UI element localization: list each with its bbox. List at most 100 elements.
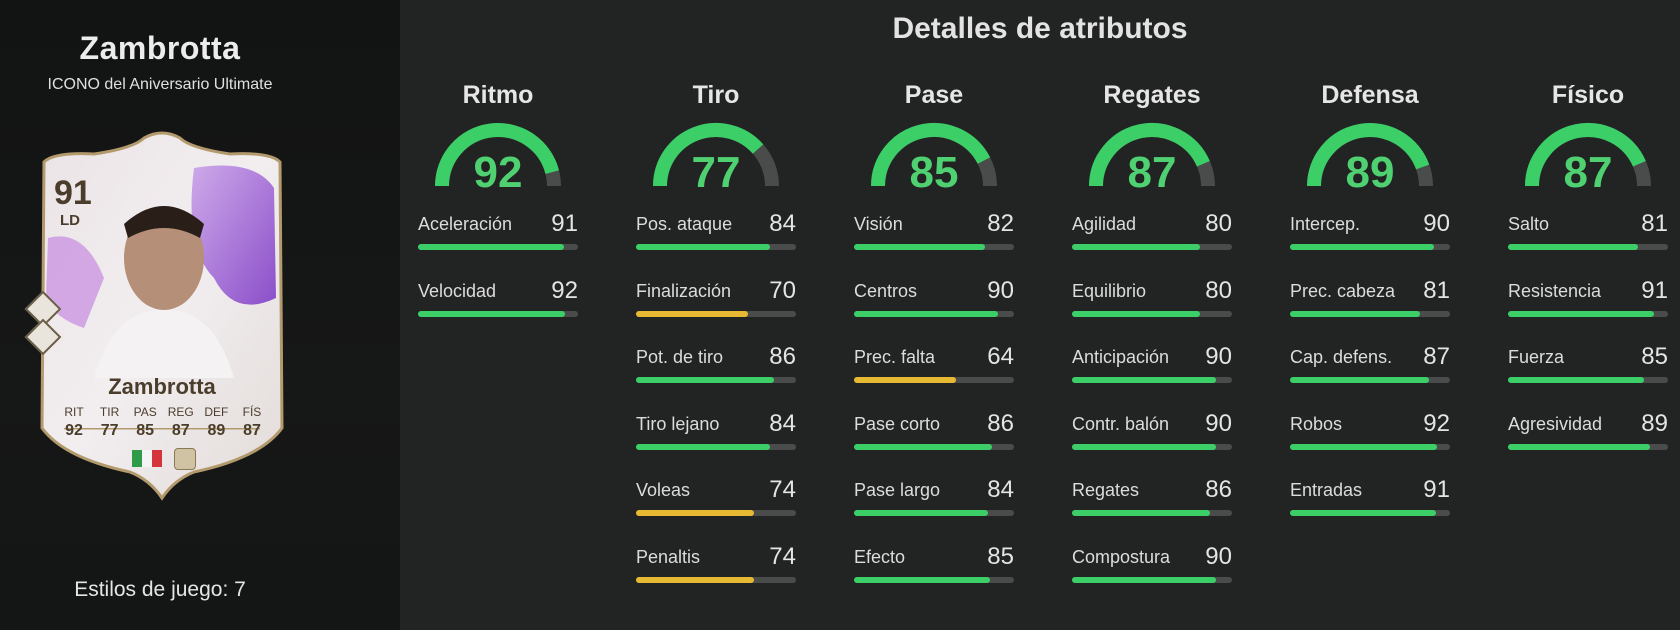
attribute-row[interactable]: Resistencia 91 [1508, 277, 1668, 344]
card-stat-label: PAS [133, 405, 157, 419]
category-gauge: 89 [1290, 118, 1450, 202]
card-stat-label: FÍS [242, 405, 262, 419]
attribute-value: 74 [769, 542, 796, 570]
attribute-row[interactable]: Prec. falta 64 [854, 343, 1014, 410]
attribute-name: Penaltis [636, 546, 701, 567]
attribute-row[interactable]: Contr. balón 90 [1072, 410, 1232, 477]
attribute-bar [1508, 310, 1668, 317]
attribute-name: Salto [1508, 214, 1550, 234]
attribute-bar [1508, 377, 1668, 383]
attribute-name: Prec. cabeza [1290, 280, 1396, 301]
attribute-row[interactable]: Aceleración 91 [418, 210, 578, 277]
attribute-row[interactable]: Intercep. 90 [1290, 210, 1450, 277]
attribute-name: Tiro lejano [636, 413, 720, 434]
attribute-value: 85 [987, 542, 1014, 570]
attribute-name: Agilidad [1072, 214, 1137, 234]
card-position: LD [60, 212, 80, 229]
attribute-row[interactable]: Pase corto 86 [854, 410, 1014, 477]
attribute-row[interactable]: Pos. ataque 84 [636, 210, 796, 277]
attribute-name: Visión [854, 214, 903, 234]
attribute-value: 81 [1641, 210, 1668, 237]
category-gauge: 85 [854, 118, 1014, 202]
attribute-row[interactable]: Agilidad 80 [1072, 210, 1232, 277]
attribute-row[interactable]: Agresividad 89 [1508, 410, 1668, 477]
attribute-bar [1290, 310, 1450, 317]
category-gauge: 77 [636, 118, 796, 202]
attribute-value: 90 [1205, 409, 1232, 437]
attribute-bar [1072, 510, 1232, 516]
attribute-bar-fill [1508, 377, 1644, 383]
attribute-row[interactable]: Tiro lejano 84 [636, 410, 796, 477]
attribute-row[interactable]: Compostura 90 [1072, 543, 1232, 610]
attribute-list: Visión 82 Centros 90 Prec. falta 64 Pase corto… [854, 210, 1014, 609]
attribute-bar-fill [1508, 310, 1654, 317]
attribute-bar-fill [418, 310, 566, 317]
attribute-row[interactable]: Velocidad 92 [418, 277, 578, 344]
attribute-bar [636, 244, 796, 250]
attribute-list: Agilidad 80 Equilibrio 80 Anticipación 90 Cont… [1072, 210, 1232, 609]
card-player-name: Zambrotta [108, 374, 216, 399]
attribute-row[interactable]: Penaltis 74 [636, 543, 796, 610]
attribute-value: 86 [1205, 476, 1232, 503]
attribute-bar [854, 310, 1014, 317]
attribute-row[interactable]: Salto 81 [1508, 210, 1668, 277]
attribute-bar [1290, 244, 1450, 250]
attribute-category: Defensa 89 Intercep. 90 Prec. cabeza 81 Cap. d… [1290, 78, 1450, 543]
attribute-bar-fill [636, 244, 771, 250]
attribute-bar-fill [854, 377, 957, 383]
attribute-bar-fill [1072, 576, 1216, 583]
attribute-row[interactable]: Centros 90 [854, 277, 1014, 344]
attribute-row[interactable]: Fuerza 85 [1508, 343, 1668, 410]
category-gauge: 87 [1072, 118, 1232, 202]
attribute-row[interactable]: Prec. cabeza 81 [1290, 277, 1450, 344]
attribute-value: 70 [769, 276, 796, 304]
attribute-row[interactable]: Regates 86 [1072, 476, 1232, 543]
attribute-bar-fill [854, 310, 998, 317]
category-value: 77 [691, 148, 741, 197]
attribute-bar-fill [1290, 377, 1430, 383]
attribute-row[interactable]: Pot. de tiro 86 [636, 343, 796, 410]
attribute-bar [1072, 377, 1232, 383]
attribute-bar-fill [1072, 510, 1210, 516]
attribute-row[interactable]: Finalización 70 [636, 277, 796, 344]
attribute-row[interactable]: Anticipación 90 [1072, 343, 1232, 410]
category-value: 89 [1345, 148, 1395, 197]
attribute-bar-fill [1508, 443, 1651, 450]
attribute-value: 91 [1641, 276, 1668, 304]
attribute-value: 74 [769, 476, 796, 503]
attribute-row[interactable]: Voleas 74 [636, 476, 796, 543]
attribute-value: 81 [1423, 276, 1450, 304]
attribute-bar [636, 576, 796, 583]
attribute-value: 91 [1423, 476, 1450, 503]
attribute-value: 82 [987, 210, 1014, 237]
attribute-row[interactable]: Entradas 91 [1290, 476, 1450, 543]
attribute-bar-fill [854, 576, 990, 583]
attribute-name: Centros [854, 280, 918, 301]
attribute-value: 90 [987, 276, 1014, 304]
attribute-list: Pos. ataque 84 Finalización 70 Pot. de tiro 8… [636, 210, 796, 609]
attribute-name: Equilibrio [1072, 280, 1147, 301]
attribute-name: Cap. defens. [1290, 347, 1393, 367]
category-value: 87 [1563, 148, 1613, 197]
playstyles-count: Estilos de juego: 7 [74, 578, 246, 601]
attribute-bar [636, 310, 796, 317]
attribute-value: 90 [1205, 343, 1232, 370]
attribute-bar [1072, 244, 1232, 250]
attribute-row[interactable]: Cap. defens. 87 [1290, 343, 1450, 410]
attribute-row[interactable]: Equilibrio 80 [1072, 277, 1232, 344]
player-card[interactable]: 91 LD Zambrotta RIT TIR PAS REG DEF FÍS … [24, 128, 300, 508]
attribute-name: Regates [1072, 480, 1140, 500]
attribute-row[interactable]: Visión 82 [854, 210, 1014, 277]
attribute-category: Pase 85 Visión 82 Centros 90 Prec. falta 64 Pase… [854, 78, 1014, 609]
category-value: 85 [909, 148, 959, 197]
attribute-row[interactable]: Robos 92 [1290, 410, 1450, 477]
attribute-value: 64 [987, 343, 1014, 370]
card-stat-labels: RIT TIR PAS REG DEF FÍS [58, 405, 268, 419]
attribute-bar-fill [636, 310, 748, 317]
attribute-name: Resistencia [1508, 280, 1602, 301]
attribute-bar-fill [1508, 244, 1638, 250]
attribute-bar [1290, 510, 1450, 516]
attribute-row[interactable]: Efecto 85 [854, 543, 1014, 610]
attribute-row[interactable]: Pase largo 84 [854, 476, 1014, 543]
card-stat-value: 87 [243, 422, 261, 439]
